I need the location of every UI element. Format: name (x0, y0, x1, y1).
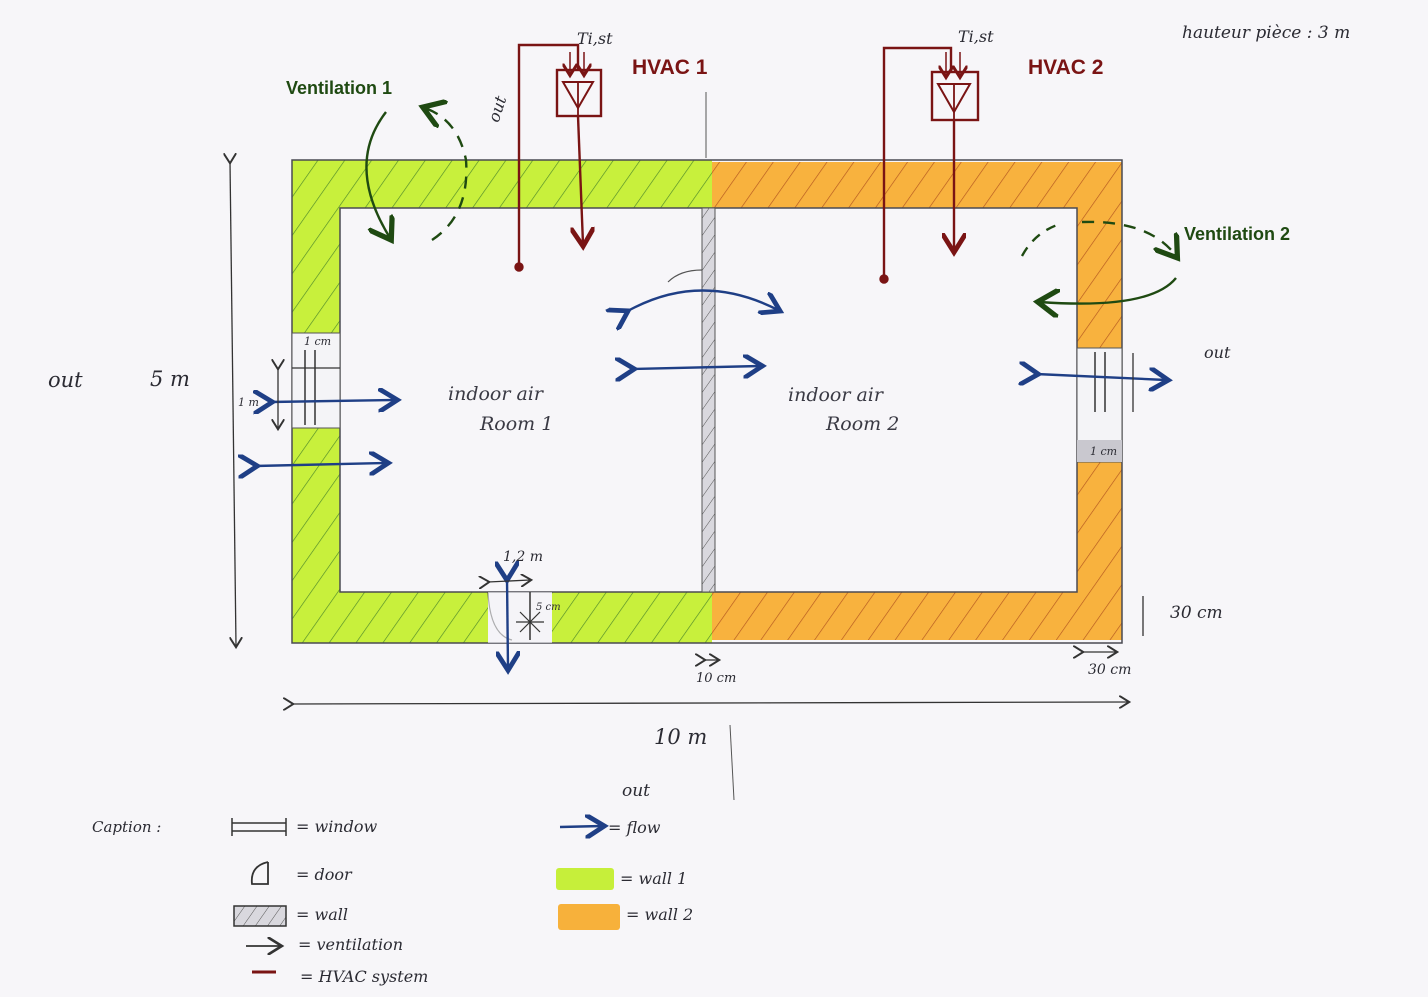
window-icon (231, 818, 287, 836)
flow-wall-left (255, 463, 386, 466)
wall-1-top (292, 160, 712, 208)
wall-1-bottom-left (340, 592, 488, 643)
wall-thickness-h-label: 30 cm (1170, 603, 1223, 623)
door-small-label: 5 cm (536, 602, 561, 613)
room-1-line2: Room 1 (479, 413, 553, 435)
caption-flow: = flow (608, 818, 661, 837)
wall-2-bottom (712, 592, 1077, 640)
wall-2-top (712, 162, 1122, 208)
hvac-1-temp: Ti,st (577, 29, 613, 48)
wall-2-right-upper (1077, 208, 1122, 348)
flow-door-partition (626, 289, 778, 312)
out-right-label: out (1204, 343, 1231, 362)
caption-hvac: = HVAC system (300, 967, 428, 986)
flow-window-right (1036, 374, 1166, 380)
width-dim-label: 10 m (654, 725, 707, 749)
out-legend-label: out (622, 781, 650, 801)
flow-arrows (255, 289, 1166, 668)
caption-door: = door (296, 865, 353, 884)
door-width-label: 1,2 m (503, 549, 543, 565)
flow-arrow-icon (559, 826, 602, 827)
door-icon (250, 861, 269, 885)
window-frame-right-label: 1 cm (1090, 445, 1117, 458)
dimension-lines (230, 92, 1144, 801)
room-2-line1: indoor air (788, 384, 885, 406)
ventilation-1-label: Ventilation 1 (286, 78, 392, 98)
wall-1-bottom-right (552, 592, 712, 643)
hvac-2-temp: Ti,st (958, 27, 994, 46)
wall-1-left-upper (292, 208, 340, 333)
wall-hatch-icon (233, 905, 287, 927)
hvac-1-system (514, 43, 603, 272)
room-2-line2: Room 2 (825, 413, 899, 435)
wall1-swatch (556, 868, 614, 890)
height-dim-line (230, 162, 236, 646)
room-1-line1: indoor air (448, 383, 545, 405)
window-left-dim-label: 1 m (238, 396, 259, 409)
wall-thickness-v-label: 30 cm (1088, 662, 1131, 678)
caption-wall1: = wall 1 (620, 869, 687, 888)
caption-window: = window (296, 817, 377, 836)
ventilation-1-loop (365, 108, 468, 240)
window-frame-left-label: 1 cm (304, 335, 331, 348)
flow-door-bottom (507, 578, 508, 668)
hvac-2-system (879, 46, 980, 284)
caption-wall2: = wall 2 (626, 905, 693, 924)
internal-door-arc (667, 269, 703, 283)
room-height-label: hauteur pièce : 3 m (1182, 23, 1350, 43)
partition-dim-label: 10 cm (696, 671, 736, 686)
height-dim-label: 5 m (150, 367, 190, 391)
wall2-swatch (558, 904, 620, 930)
flow-window-left (270, 400, 395, 402)
caption-ventilation: = ventilation (298, 935, 403, 954)
hvac-1-label: HVAC 1 (632, 56, 708, 79)
wall-1-group (292, 160, 712, 643)
wall-2-right-lower (1077, 462, 1122, 640)
out-left-label: out (48, 368, 83, 392)
wall-1-left-lower (292, 428, 340, 643)
out-top-label: out (484, 93, 510, 124)
door (487, 591, 552, 643)
width-dim-line (292, 702, 1128, 704)
caption-wall: = wall (296, 905, 348, 924)
caption-title: Caption : (92, 818, 161, 836)
flow-partition (632, 366, 760, 369)
ventilation-2-label: Ventilation 2 (1184, 224, 1290, 244)
ventilation-2-loop (1020, 220, 1176, 304)
partition-wall (701, 207, 716, 593)
caption-legend: Caption : = window = door = wall = venti… (92, 817, 693, 986)
hvac-2-label: HVAC 2 (1028, 56, 1103, 79)
wall-2-group (712, 162, 1122, 640)
